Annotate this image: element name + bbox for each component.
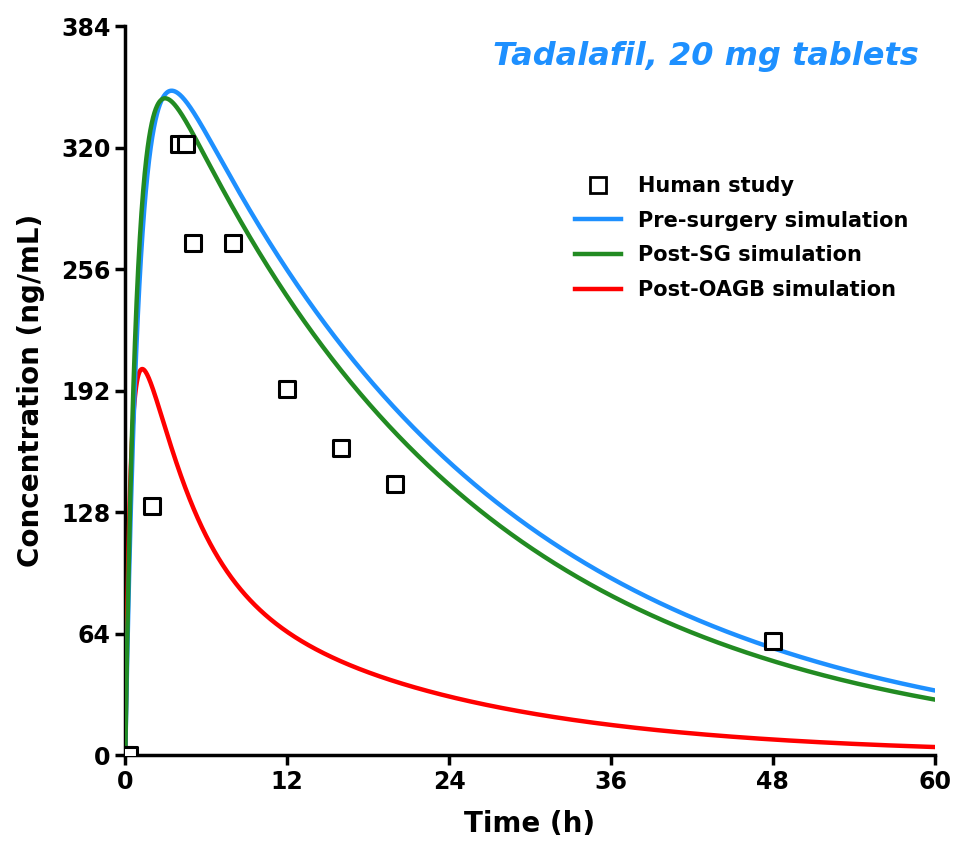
Point [171, 137, 187, 150]
Point [387, 477, 403, 491]
Point [280, 382, 295, 396]
Point [122, 748, 137, 762]
Point [333, 440, 348, 454]
Point [178, 137, 194, 150]
Point [765, 634, 780, 648]
Point [226, 236, 241, 250]
X-axis label: Time (h): Time (h) [465, 811, 595, 839]
Y-axis label: Concentration (ng/mL): Concentration (ng/mL) [16, 214, 45, 567]
Legend: Human study, Pre-surgery simulation, Post-SG simulation, Post-OAGB simulation: Human study, Pre-surgery simulation, Pos… [567, 168, 917, 308]
Point [185, 236, 200, 250]
Text: Tadalafil, 20 mg tablets: Tadalafil, 20 mg tablets [493, 41, 919, 72]
Point [144, 499, 160, 513]
Point [117, 748, 133, 762]
